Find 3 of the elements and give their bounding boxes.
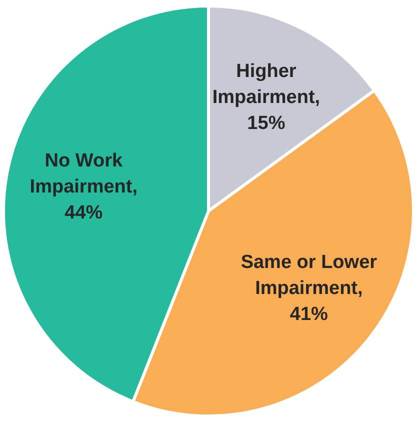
data-label: No Work Impairment, 44% <box>30 150 138 224</box>
data-label: Higher Impairment, 15% <box>212 60 320 134</box>
data-label: Same or Lower Impairment, 41% <box>240 252 378 326</box>
